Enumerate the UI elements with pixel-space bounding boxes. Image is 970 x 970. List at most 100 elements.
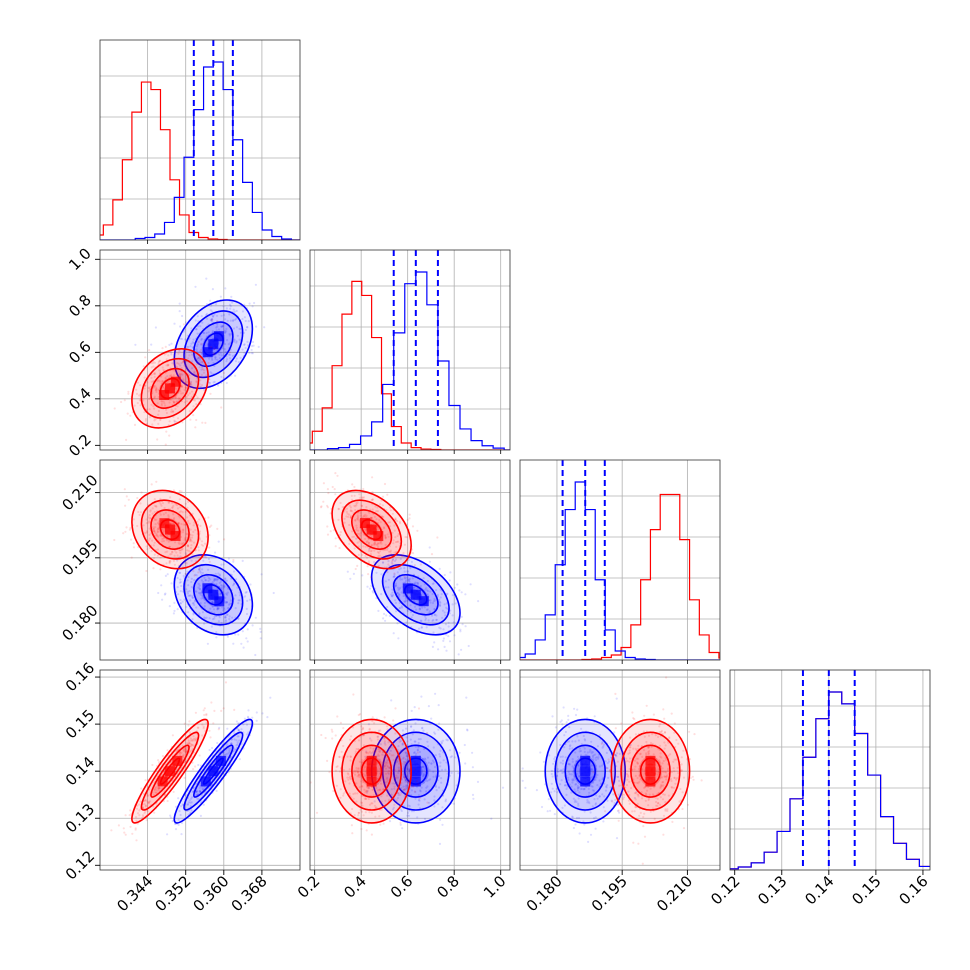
scatter-point bbox=[413, 751, 416, 755]
scatter-point bbox=[357, 739, 361, 742]
scatter-point bbox=[224, 615, 227, 619]
scatter-point bbox=[152, 557, 156, 560]
scatter-point bbox=[678, 800, 681, 803]
scatter-point bbox=[195, 373, 198, 376]
scatter-point bbox=[662, 708, 665, 711]
scatter-point bbox=[185, 400, 189, 403]
scatter-point bbox=[158, 369, 161, 372]
scatter-point bbox=[365, 797, 368, 801]
scatter-point bbox=[394, 707, 397, 710]
scatter-point bbox=[386, 788, 389, 792]
scatter-point bbox=[153, 518, 156, 522]
scatter-point bbox=[166, 833, 169, 836]
scatter-point bbox=[600, 742, 603, 746]
scatter-point bbox=[186, 545, 190, 548]
scatter-point bbox=[387, 771, 390, 774]
scatter-point bbox=[208, 617, 211, 620]
scatter-point bbox=[405, 621, 408, 624]
scatter-point bbox=[388, 521, 392, 524]
scatter-point bbox=[191, 739, 194, 742]
scatter-point bbox=[416, 749, 419, 752]
scatter-point bbox=[190, 796, 194, 799]
scatter-point bbox=[384, 536, 387, 539]
scatter-point bbox=[182, 755, 185, 758]
scatter-point bbox=[395, 756, 398, 760]
scatter-point bbox=[521, 767, 524, 770]
scatter-point bbox=[371, 802, 374, 805]
scatter-point bbox=[391, 562, 394, 566]
scatter-point bbox=[431, 582, 434, 586]
scatter-point bbox=[348, 542, 351, 546]
scatter-point bbox=[370, 811, 373, 814]
scatter-point bbox=[334, 493, 337, 496]
scatter-point bbox=[404, 597, 407, 600]
scatter-point bbox=[190, 801, 193, 804]
scatter-point bbox=[218, 607, 221, 610]
contour-sample_b bbox=[341, 499, 403, 560]
scatter-point bbox=[229, 341, 232, 344]
scatter-point bbox=[432, 618, 435, 622]
scatter-point bbox=[430, 762, 433, 765]
scatter-point bbox=[394, 541, 397, 544]
scatter-point bbox=[659, 785, 662, 788]
scatter-point bbox=[404, 576, 407, 580]
scatter-point bbox=[621, 791, 624, 794]
scatter-point bbox=[564, 730, 568, 734]
peak-bin-sample_b bbox=[170, 530, 181, 541]
contour-sample_a bbox=[403, 757, 428, 785]
scatter-point bbox=[378, 550, 382, 553]
histogram-sample_a bbox=[310, 271, 510, 450]
scatter-point bbox=[590, 740, 593, 743]
scatter-point bbox=[582, 788, 585, 791]
scatter-point bbox=[606, 767, 609, 770]
scatter-point bbox=[230, 295, 233, 298]
scatter-point bbox=[348, 768, 351, 771]
scatter-point bbox=[656, 802, 660, 805]
scatter-point bbox=[583, 787, 586, 790]
scatter-point bbox=[392, 754, 395, 757]
scatter-point bbox=[366, 585, 369, 588]
x-tick-label: 0.13 bbox=[754, 872, 790, 908]
scatter-point bbox=[406, 609, 409, 613]
scatter-point bbox=[134, 827, 137, 830]
scatter-point bbox=[189, 528, 192, 531]
scatter-point bbox=[142, 399, 145, 402]
scatter-point bbox=[368, 803, 372, 806]
scatter-point bbox=[164, 443, 167, 446]
panel-frame bbox=[309, 459, 511, 661]
scatter-point bbox=[191, 341, 194, 344]
scatter-point bbox=[222, 584, 225, 587]
scatter-point bbox=[392, 576, 395, 579]
scatter-point bbox=[444, 768, 447, 771]
scatter-point bbox=[634, 798, 637, 801]
scatter-point bbox=[322, 482, 325, 485]
scatter-point bbox=[243, 343, 246, 346]
scatter-point bbox=[187, 813, 190, 816]
scatter-point bbox=[628, 793, 631, 797]
scatter-point bbox=[169, 496, 172, 499]
scatter-point bbox=[135, 392, 139, 395]
scatter-point bbox=[447, 621, 450, 624]
scatter-point bbox=[155, 390, 158, 394]
contour-sample_a bbox=[202, 757, 224, 785]
scatter-point bbox=[332, 529, 335, 532]
scatter-point bbox=[398, 568, 401, 571]
scatter-point bbox=[386, 533, 389, 536]
scatter-point bbox=[383, 742, 386, 745]
scatter-point bbox=[629, 746, 632, 749]
scatter-point bbox=[221, 347, 224, 350]
scatter-point bbox=[210, 524, 213, 527]
scatter-point bbox=[241, 348, 244, 351]
scatter-point bbox=[386, 728, 389, 731]
scatter-point bbox=[440, 768, 444, 772]
scatter-point bbox=[658, 730, 661, 734]
scatter-point bbox=[233, 732, 236, 735]
scatter-point bbox=[339, 721, 342, 725]
scatter-point bbox=[351, 535, 354, 539]
scatter-point bbox=[591, 785, 594, 788]
contour-sample_a bbox=[173, 299, 254, 390]
scatter-point bbox=[181, 531, 184, 534]
scatter-point bbox=[171, 410, 174, 413]
scatter-point bbox=[235, 578, 238, 581]
scatter-point bbox=[438, 604, 441, 607]
